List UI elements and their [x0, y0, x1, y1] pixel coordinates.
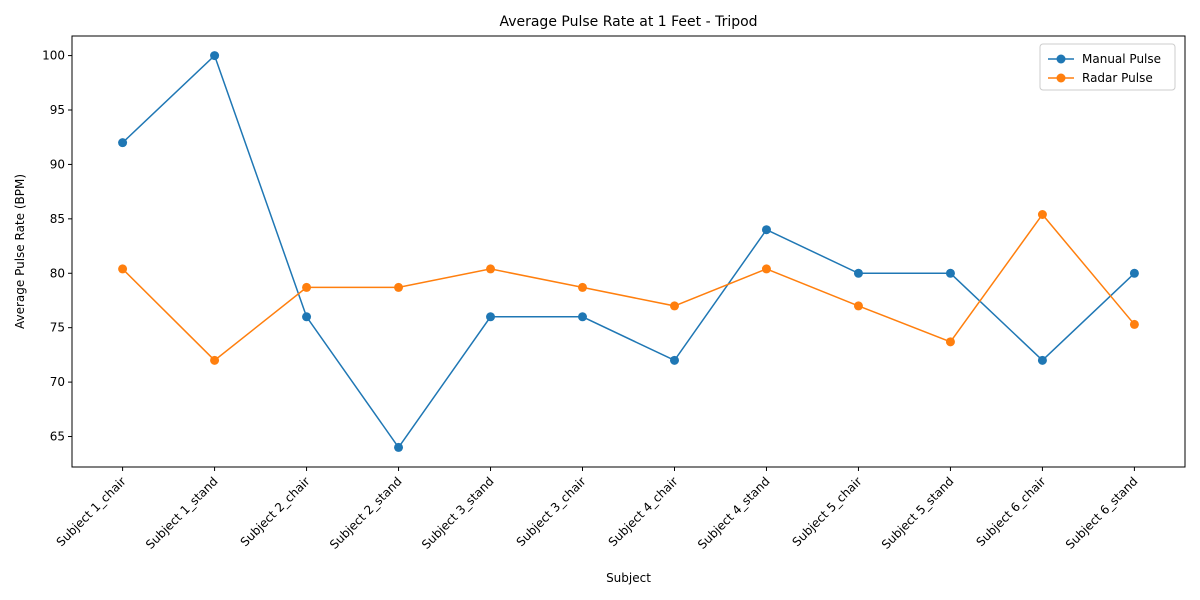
data-point	[1037, 209, 1047, 219]
y-tick-label: 75	[50, 321, 65, 335]
data-point	[210, 51, 220, 61]
data-point	[302, 282, 312, 292]
data-point	[394, 282, 404, 292]
x-tick-label: Subject 2_chair	[238, 474, 313, 549]
data-point	[945, 337, 955, 347]
x-tick-label: Subject 3_chair	[514, 474, 589, 549]
y-tick-label: 85	[50, 212, 65, 226]
legend: Manual Pulse Radar Pulse	[1039, 43, 1176, 91]
data-point	[945, 268, 955, 278]
x-axis-label: Subject	[606, 571, 651, 585]
legend-marker-0	[1056, 54, 1066, 64]
y-axis-label: Average Pulse Rate (BPM)	[13, 174, 27, 329]
x-tick-label: Subject 3_stand	[419, 474, 497, 552]
data-point	[578, 282, 588, 292]
y-tick-label: 95	[50, 103, 65, 117]
data-point	[118, 264, 128, 274]
x-tick-label: Subject 5_stand	[879, 474, 957, 552]
legend-label-1: Radar Pulse	[1082, 71, 1153, 85]
data-point	[578, 312, 588, 322]
y-tick-label: 80	[50, 266, 65, 280]
x-tick-label: Subject 5_chair	[790, 474, 865, 549]
data-point	[210, 355, 220, 365]
y-tick-label: 100	[42, 49, 65, 63]
data-point	[302, 312, 312, 322]
data-point	[669, 301, 679, 311]
chart-title: Average Pulse Rate at 1 Feet - Tripod	[499, 14, 757, 30]
x-tick-label: Subject 1_chair	[54, 474, 129, 549]
plot-frame	[71, 35, 1186, 468]
y-tick-label: 70	[50, 375, 65, 389]
data-point	[761, 225, 771, 235]
legend-marker-1	[1056, 73, 1066, 83]
data-point	[1129, 268, 1139, 278]
series-line-0	[122, 54, 1135, 449]
data-point	[486, 264, 496, 274]
x-tick-label: Subject 2_stand	[327, 474, 405, 552]
data-point	[669, 355, 679, 365]
data-point	[1037, 355, 1047, 365]
data-point	[118, 138, 128, 148]
x-tick-label: Subject 6_stand	[1063, 474, 1141, 552]
data-point	[761, 264, 771, 274]
x-tick-label: Subject 4_chair	[606, 474, 681, 549]
data-point	[394, 442, 404, 452]
legend-label-0: Manual Pulse	[1082, 52, 1161, 66]
data-point	[1129, 319, 1139, 329]
data-point	[853, 268, 863, 278]
series-line-1	[122, 213, 1135, 362]
y-tick-label: 90	[50, 157, 65, 171]
x-tick-label: Subject 4_stand	[695, 474, 773, 552]
y-tick-label: 65	[50, 430, 65, 444]
data-point	[853, 301, 863, 311]
data-point	[486, 312, 496, 322]
x-tick-label: Subject 6_chair	[973, 474, 1048, 549]
x-tick-label: Subject 1_stand	[143, 474, 221, 552]
